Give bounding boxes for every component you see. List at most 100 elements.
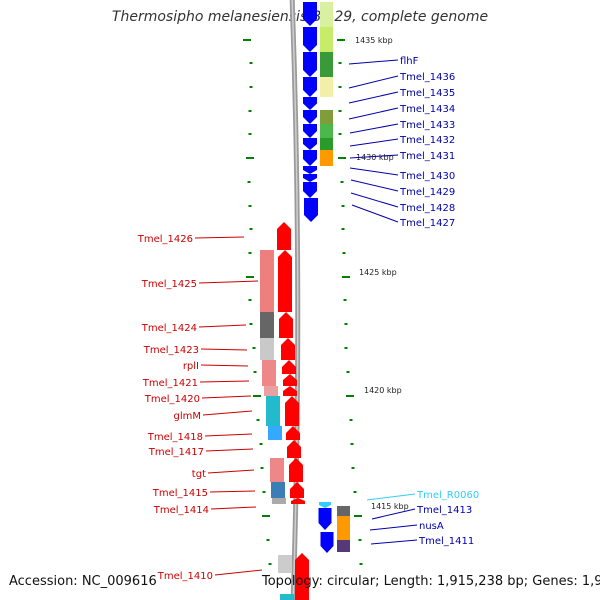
gene-label: Tmel_1424: [141, 323, 197, 334]
scale-mark-left: [253, 395, 261, 397]
scale-mark-right: [344, 323, 348, 325]
scale-mark-left: [248, 299, 252, 301]
gene-leader-line: [209, 490, 256, 493]
cog-category-block: [260, 250, 274, 312]
cog-category-block: [260, 312, 274, 338]
cog-category-block: [320, 150, 333, 166]
gene-arrow-forward: [303, 174, 317, 182]
gene-label: Tmel_1426: [137, 234, 193, 245]
gene-label: Tmel_1413: [416, 505, 472, 516]
scale-mark-right: [341, 228, 345, 230]
gene-arrow-forward: [303, 52, 317, 77]
gene-leader-line: [194, 236, 245, 239]
gene-label: nusA: [419, 521, 444, 532]
scale-mark-right: [354, 515, 362, 517]
gene-leader-line: [207, 469, 255, 474]
gene-label: Tmel_1410: [157, 571, 213, 582]
gene-arrow-forward: [303, 124, 317, 138]
scale-mark-right: [343, 299, 347, 301]
scale-mark-left: [256, 419, 260, 421]
gene-arrow-reverse: [289, 458, 303, 482]
scale-mark-left: [243, 39, 251, 41]
gene-label: Tmel_R0060: [416, 490, 479, 501]
gene-leader-line: [348, 91, 399, 104]
scale-mark-right: [342, 276, 350, 278]
scale-mark-right: [338, 62, 342, 64]
cog-category-block: [266, 396, 280, 426]
scale-mark-left: [247, 181, 251, 183]
gene-leader-line: [210, 506, 257, 510]
gene-leader-line: [349, 154, 399, 159]
gene-leader-line: [349, 167, 399, 176]
gene-leader-line: [205, 448, 254, 452]
scale-mark-right: [344, 347, 348, 349]
scale-mark-left: [262, 515, 270, 517]
scale-mark-right: [340, 181, 344, 183]
cog-category-block: [260, 338, 274, 360]
scale-mark-right: [353, 491, 357, 493]
gene-arrow-forward: [320, 532, 334, 553]
gene-leader-line: [366, 493, 416, 501]
gene-leader-line: [198, 324, 247, 328]
cog-category-block: [262, 360, 276, 386]
gene-label: Tmel_1421: [142, 378, 198, 389]
scale-tick-label: 1420 kbp: [364, 386, 402, 395]
gene-leader-line: [204, 433, 253, 437]
gene-label: Tmel_1418: [147, 432, 203, 443]
gene-leader-line: [371, 508, 416, 520]
scale-mark-right: [351, 467, 355, 469]
gene-leader-line: [214, 569, 263, 576]
gene-leader-line: [198, 280, 259, 284]
scale-tick-label: 1415 kbp: [371, 502, 409, 511]
gene-leader-line: [369, 524, 418, 531]
scale-mark-left: [252, 347, 256, 349]
gene-leader-line: [348, 75, 399, 89]
cog-category-block: [270, 458, 284, 482]
scale-tick-label: 1435 kbp: [355, 36, 393, 45]
gene-leader-line: [350, 192, 399, 208]
gene-label: Tmel_1432: [399, 135, 455, 146]
scale-tick-label: 1430 kbp: [356, 153, 394, 162]
gene-leader-line: [199, 380, 250, 383]
gene-label: Tmel_1430: [399, 171, 455, 182]
scale-tick-label: 1425 kbp: [359, 268, 397, 277]
gene-label: Tmel_1431: [399, 151, 455, 162]
gene-arrow-reverse: [285, 396, 299, 426]
gene-leader-line: [370, 539, 418, 545]
scale-mark-right: [338, 157, 346, 159]
gene-label: Tmel_1429: [399, 187, 455, 198]
scale-mark-right: [350, 443, 354, 445]
gene-label: Tmel_1414: [153, 505, 209, 516]
gene-arrow-reverse: [291, 498, 305, 504]
gene-arrow-forward: [304, 198, 318, 222]
gene-arrow-reverse: [287, 440, 301, 458]
gene-leader-line: [349, 138, 399, 147]
cog-category-block: [337, 540, 350, 552]
scale-mark-left: [253, 371, 257, 373]
scale-mark-left: [249, 228, 253, 230]
gene-arrow-reverse: [290, 482, 304, 498]
scale-mark-left: [260, 467, 264, 469]
gene-arrow-reverse: [279, 312, 293, 338]
gene-label: Tmel_1435: [399, 88, 455, 99]
cog-category-block: [337, 506, 350, 516]
gene-arrow-reverse: [277, 222, 291, 250]
scale-mark-right: [342, 252, 346, 254]
scale-mark-left: [248, 205, 252, 207]
cog-category-block: [264, 386, 278, 396]
gene-leader-line: [348, 59, 399, 65]
gene-arrow-reverse: [295, 553, 309, 600]
cog-category-block: [320, 110, 333, 124]
gene-label: Tmel_1425: [141, 279, 197, 290]
scale-mark-left: [262, 491, 266, 493]
gene-arrow-rna: [319, 502, 331, 508]
gene-label: Tmel_1423: [143, 345, 199, 356]
cog-category-block: [268, 426, 282, 440]
gene-arrow-forward: [303, 2, 317, 26]
scale-mark-left: [248, 110, 252, 112]
cog-category-block: [272, 498, 286, 504]
scale-mark-right: [338, 110, 342, 112]
scale-mark-left: [268, 563, 272, 565]
